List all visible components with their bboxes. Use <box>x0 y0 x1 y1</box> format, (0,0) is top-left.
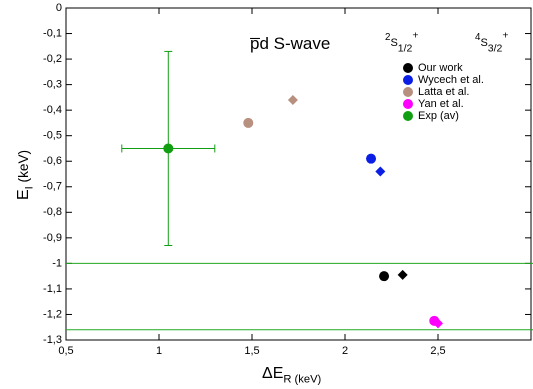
column-label-main: S <box>480 37 487 49</box>
x-tick-label: 1 <box>156 345 162 357</box>
column-label-sup: + <box>502 29 508 41</box>
y-tick-label: -0,5 <box>43 130 62 142</box>
y-tick-label: -0,8 <box>43 206 62 218</box>
column-label-pre: 2 <box>385 32 390 43</box>
y-tick-label: -0,2 <box>43 53 62 65</box>
diamond-marker <box>287 94 298 105</box>
x-tick-label: 1,5 <box>244 345 259 357</box>
circle-marker <box>379 271 390 282</box>
x-axis-label-sub: R (keV) <box>283 374 321 386</box>
y-axis-label: EI (keV) <box>15 150 35 200</box>
y-tick-label: -0,1 <box>43 27 62 39</box>
y-axis-label-main: E <box>15 189 32 200</box>
x-axis-label-main: ΔE <box>262 365 283 382</box>
y-axis-label-post: (keV) <box>16 150 31 186</box>
legend-label: Latta et al. <box>418 86 469 98</box>
column-label-sup: + <box>412 29 418 41</box>
chart-title: p̅d S-wave <box>250 34 330 53</box>
legend-marker <box>403 75 413 85</box>
column-label-main: S <box>390 37 397 49</box>
y-tick-label: -0,4 <box>43 104 62 116</box>
x-tick-label: 2,5 <box>430 345 445 357</box>
column-label: 2S1/2+ <box>385 29 419 54</box>
diamond-marker <box>397 269 408 280</box>
x-axis-label: ΔER (keV) <box>262 365 322 385</box>
y-tick-label: -0,3 <box>43 79 62 91</box>
circle-marker <box>366 153 377 164</box>
y-tick-label: -1 <box>52 257 62 269</box>
plot-frame <box>65 7 532 341</box>
column-label-sub: 1/2 <box>398 42 413 54</box>
y-tick-label: -1,1 <box>43 283 62 295</box>
column-label-pre: 4 <box>475 32 481 43</box>
circle-marker <box>243 117 254 128</box>
y-tick-label: -1,3 <box>43 334 62 346</box>
column-label-sub: 3/2 <box>488 42 503 54</box>
legend-marker <box>403 99 413 109</box>
chart-title-main: p̅d S-wave <box>250 34 330 53</box>
diamond-marker <box>433 318 443 329</box>
legend-label: Exp (av) <box>418 110 459 122</box>
x-tick-label: 2 <box>342 345 348 357</box>
legend-label: Yan et al. <box>418 98 464 110</box>
y-tick-label: -0,7 <box>43 181 62 193</box>
legend-marker <box>403 63 413 73</box>
diamond-marker <box>375 166 386 177</box>
y-axis-label-sub: I <box>24 186 36 189</box>
y-tick-label: 0 <box>56 2 62 14</box>
legend-label: Wycech et al. <box>418 74 484 86</box>
x-tick-label: 0,5 <box>58 345 73 357</box>
column-label: 4S3/2+ <box>475 29 509 54</box>
legend-marker <box>403 111 413 121</box>
y-tick-label: -1,2 <box>43 308 62 320</box>
y-tick-label: -0,6 <box>43 155 62 167</box>
legend-marker <box>403 87 413 97</box>
circle-marker <box>163 143 174 154</box>
legend-label: Our work <box>418 62 463 74</box>
y-tick-label: -0,9 <box>43 232 62 244</box>
